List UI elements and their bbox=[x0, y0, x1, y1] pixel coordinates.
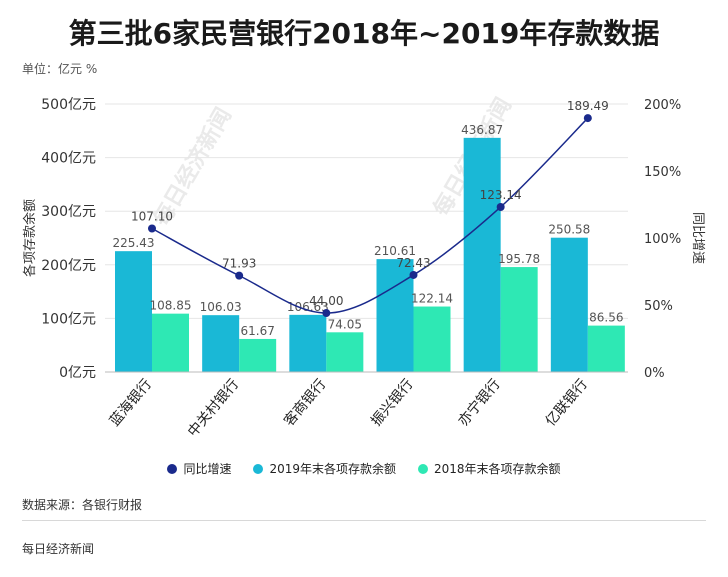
bar-label-2019: 210.61 bbox=[374, 244, 416, 258]
bar-label-2018: 195.78 bbox=[498, 252, 540, 266]
bar-label-2018: 61.67 bbox=[240, 324, 274, 338]
y-tick-left: 200亿元 bbox=[41, 258, 96, 274]
bar-2018 bbox=[152, 313, 189, 372]
legend-2019-swatch bbox=[253, 463, 264, 474]
x-tick-label: 客商银行 bbox=[280, 376, 329, 430]
legend: 同比增速 2019年末各项存款余额 2018年末各项存款余额 bbox=[0, 460, 728, 477]
bar-2019 bbox=[463, 137, 501, 372]
bar-2018 bbox=[239, 338, 277, 372]
y-tick-right: 200% bbox=[644, 98, 681, 113]
footer-brand: 每日经济新闻 bbox=[22, 542, 95, 556]
x-tick-label: 中关村银行 bbox=[185, 376, 242, 440]
y-tick-right: 0% bbox=[644, 366, 665, 381]
growth-label: 107.10 bbox=[131, 209, 173, 223]
growth-line bbox=[151, 117, 589, 314]
legend-2019-label: 2019年末各项存款余额 bbox=[269, 462, 396, 476]
growth-label: 72.43 bbox=[396, 256, 430, 270]
bar-label-2018: 74.05 bbox=[328, 317, 362, 331]
legend-line-swatch bbox=[167, 463, 178, 474]
x-tick-label: 蓝海银行 bbox=[107, 376, 155, 429]
bar-2018 bbox=[587, 325, 625, 372]
y-tick-right: 50% bbox=[644, 299, 673, 314]
x-tick-label: 亿联银行 bbox=[543, 376, 591, 429]
y-tick-left: 400亿元 bbox=[41, 151, 96, 167]
divider bbox=[22, 520, 706, 521]
growth-label: 71.93 bbox=[222, 257, 256, 271]
growth-label: 44.00 bbox=[309, 294, 343, 308]
growth-point bbox=[148, 224, 156, 233]
combo-chart: 0亿元 100亿元 200亿元 300亿元 400亿元 500亿元 0% 50% 100% 150… bbox=[22, 97, 705, 440]
growth-point bbox=[583, 114, 592, 123]
y-tick-left: 0亿元 bbox=[59, 365, 96, 381]
y-axis-label-right: 同比增速 bbox=[690, 212, 705, 264]
bar-label-2019: 106.63 bbox=[287, 300, 329, 314]
growth-label: 189.49 bbox=[567, 99, 609, 113]
bar-label-2019: 436.87 bbox=[461, 123, 503, 137]
bar-2018 bbox=[326, 332, 364, 372]
bar-2018 bbox=[500, 267, 538, 372]
y-tick-left: 500亿元 bbox=[41, 97, 96, 113]
growth-point bbox=[235, 271, 244, 280]
bar-label-2018: 86.56 bbox=[589, 311, 623, 325]
bar-2019 bbox=[289, 314, 327, 372]
bar-label-2019: 250.58 bbox=[548, 223, 590, 237]
growth-point bbox=[409, 270, 418, 279]
bar-2019 bbox=[115, 251, 152, 372]
unit-label: 单位：亿元 % bbox=[22, 62, 98, 76]
legend-2018-label: 2018年末各项存款余额 bbox=[434, 462, 561, 476]
growth-label: 123.14 bbox=[480, 188, 522, 202]
legend-line-label: 同比增速 bbox=[183, 462, 232, 476]
y-tick-right: 100% bbox=[644, 232, 681, 247]
bar-2019 bbox=[376, 259, 414, 372]
bar-2018 bbox=[413, 306, 451, 372]
y-tick-left: 100亿元 bbox=[41, 311, 96, 327]
y-tick-right: 150% bbox=[644, 165, 681, 180]
x-tick-label: 亦宁银行 bbox=[455, 376, 504, 430]
legend-item-2019[interactable]: 2019年末各项存款余额 bbox=[253, 460, 396, 477]
data-source: 数据来源：各银行财报 bbox=[22, 498, 143, 512]
y-tick-left: 300亿元 bbox=[41, 204, 96, 220]
legend-2018-swatch bbox=[418, 463, 428, 474]
bar-label-2019: 225.43 bbox=[113, 236, 155, 250]
growth-point bbox=[322, 309, 331, 318]
x-tick-label: 振兴银行 bbox=[368, 376, 416, 429]
chart-title: 第三批6家民营银行2018年~2019年存款数据 bbox=[68, 17, 660, 50]
legend-item-2018[interactable]: 2018年末各项存款余额 bbox=[418, 460, 561, 477]
growth-point bbox=[496, 202, 505, 211]
bar-2019 bbox=[550, 237, 588, 372]
bar-label-2019: 106.03 bbox=[200, 300, 242, 314]
legend-item-line[interactable]: 同比增速 bbox=[167, 460, 231, 477]
y-axis-label-left: 各项存款余额 bbox=[22, 199, 38, 277]
bar-label-2018: 122.14 bbox=[411, 292, 453, 306]
bar-2019 bbox=[202, 315, 240, 372]
bar-label-2018: 108.85 bbox=[150, 299, 192, 313]
